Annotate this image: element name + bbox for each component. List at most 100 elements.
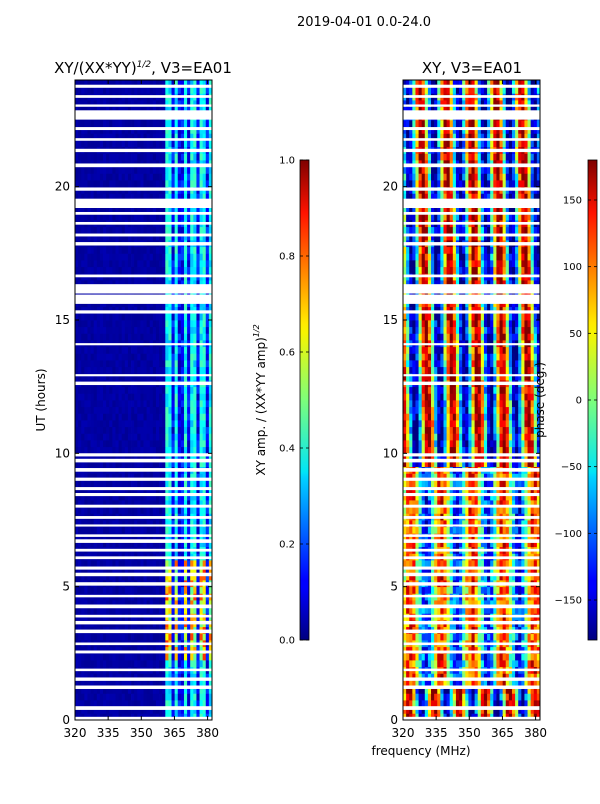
heatmap-cell xyxy=(103,686,107,694)
heatmap-cell xyxy=(96,226,101,234)
heatmap-cell xyxy=(106,126,110,134)
heatmap-cell xyxy=(112,440,116,448)
heatmap-cell xyxy=(103,606,107,614)
heatmap-cell xyxy=(180,520,185,528)
heatmap-cell xyxy=(162,166,166,174)
heatmap-cell xyxy=(168,386,172,394)
heatmap-cell xyxy=(152,246,157,254)
heatmap-cell xyxy=(202,573,207,581)
heatmap-cell xyxy=(81,526,85,534)
heatmap-cell xyxy=(171,100,176,108)
heatmap-cell xyxy=(137,100,141,108)
heatmap-cell xyxy=(90,226,95,234)
heatmap-cell xyxy=(208,473,213,481)
heatmap-cell xyxy=(121,526,126,534)
heatmap-cell xyxy=(162,673,166,681)
heatmap-cell xyxy=(196,360,200,368)
heatmap-cell xyxy=(118,700,123,708)
heatmap-cell xyxy=(527,660,532,668)
heatmap-cell xyxy=(124,400,129,408)
heatmap-cell xyxy=(162,653,166,661)
heatmap-cell xyxy=(134,400,138,408)
heatmap-cell xyxy=(87,333,91,341)
heatmap-cell xyxy=(93,360,98,368)
heatmap-cell xyxy=(121,633,126,641)
heatmap-cell xyxy=(118,440,123,448)
heatmap-cell xyxy=(193,333,197,341)
heatmap-cell xyxy=(87,686,91,694)
heatmap-cell xyxy=(87,353,91,361)
heatmap-cell xyxy=(193,126,197,134)
heatmap-cell xyxy=(530,700,535,708)
heatmap-cell xyxy=(93,180,98,188)
heatmap-cell xyxy=(199,373,204,381)
heatmap-cell xyxy=(180,540,185,548)
heatmap-cell xyxy=(434,680,438,688)
heatmap-cell xyxy=(106,426,110,434)
heatmap-cell xyxy=(87,173,91,181)
heatmap-cell xyxy=(196,226,200,234)
heatmap-cell xyxy=(518,693,522,701)
heatmap-cell xyxy=(152,173,157,181)
heatmap-cell xyxy=(109,386,113,394)
heatmap-cell xyxy=(106,400,110,408)
heatmap-cell xyxy=(152,420,157,428)
heatmap-cell xyxy=(81,413,85,421)
heatmap-cell xyxy=(168,213,172,221)
heatmap-cell xyxy=(431,686,435,694)
heatmap-cell xyxy=(118,520,123,528)
heatmap-cell xyxy=(196,560,200,568)
heatmap-cell xyxy=(78,506,82,514)
heatmap-cell xyxy=(121,606,126,614)
heatmap-cell xyxy=(84,406,88,414)
heatmap-cell xyxy=(124,680,129,688)
heatmap-cell xyxy=(162,520,166,528)
heatmap-cell xyxy=(530,680,535,688)
heatmap-cell xyxy=(187,373,191,381)
heatmap-cell xyxy=(87,706,91,714)
heatmap-cell xyxy=(190,206,194,214)
heatmap-cell xyxy=(174,106,179,114)
heatmap-cell xyxy=(149,480,154,488)
heatmap-cell xyxy=(168,326,172,334)
heatmap-cell xyxy=(96,313,101,321)
heatmap-cell xyxy=(208,480,213,488)
heatmap-cell xyxy=(99,233,104,241)
heatmap-cell xyxy=(424,653,429,661)
heatmap-cell xyxy=(533,693,538,701)
heatmap-cell xyxy=(505,653,510,661)
heatmap-cell xyxy=(205,500,210,508)
heatmap-cell xyxy=(427,706,432,714)
heatmap-cell xyxy=(205,226,210,234)
heatmap-cell xyxy=(121,700,126,708)
heatmap-cell xyxy=(162,253,166,261)
heatmap-cell xyxy=(99,600,104,608)
heatmap-cell xyxy=(96,100,101,108)
heatmap-cell xyxy=(511,680,516,688)
heatmap-cell xyxy=(424,706,429,714)
heatmap-cell xyxy=(502,693,507,701)
heatmap-cell xyxy=(180,280,185,288)
heatmap-cell xyxy=(121,420,126,428)
heatmap-cell xyxy=(152,86,157,94)
heatmap-cell xyxy=(187,706,191,714)
heatmap-cell xyxy=(127,326,132,334)
heatmap-cell xyxy=(140,706,144,714)
heatmap-cell xyxy=(162,486,166,494)
heatmap-cell xyxy=(112,266,116,274)
heatmap-cell xyxy=(106,373,110,381)
heatmap-cell xyxy=(131,446,135,454)
heatmap-cell xyxy=(152,140,157,148)
heatmap-cell xyxy=(149,180,154,188)
heatmap-cell xyxy=(159,373,163,381)
heatmap-cell xyxy=(84,360,88,368)
heatmap-cell xyxy=(87,366,91,374)
heatmap-cell xyxy=(180,453,185,461)
heatmap-cell xyxy=(162,360,166,368)
heatmap-cell xyxy=(205,606,210,614)
heatmap-cell xyxy=(93,373,98,381)
heatmap-cell xyxy=(109,520,113,528)
heatmap-cell xyxy=(193,346,197,354)
heatmap-cell xyxy=(162,100,166,108)
heatmap-cell xyxy=(115,360,119,368)
